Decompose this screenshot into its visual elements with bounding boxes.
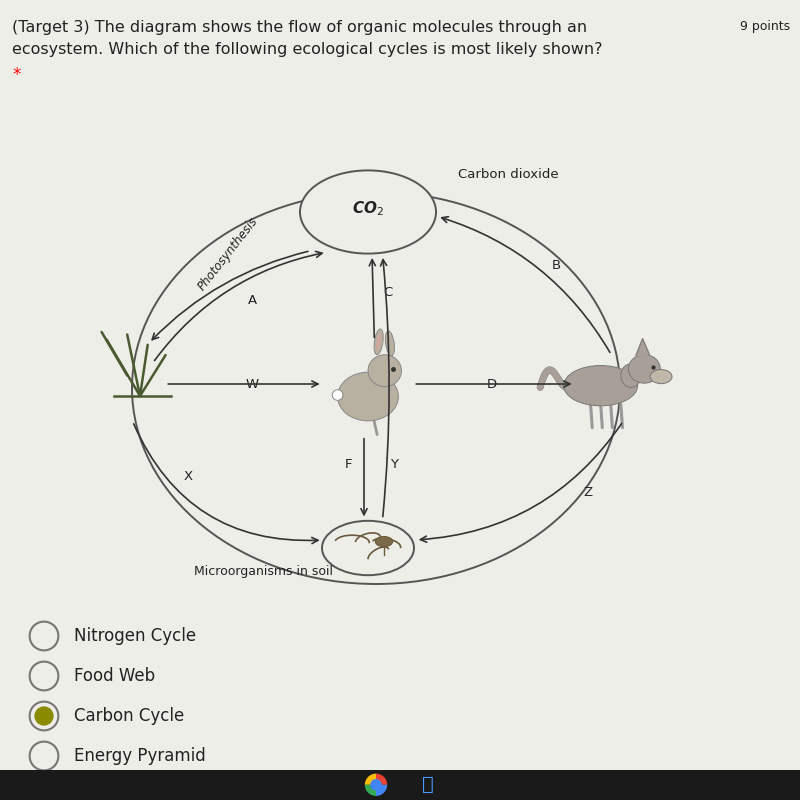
- Ellipse shape: [621, 364, 641, 387]
- Text: Z: Z: [583, 486, 593, 498]
- Ellipse shape: [338, 372, 398, 421]
- Text: *: *: [12, 66, 20, 84]
- Text: C: C: [383, 286, 393, 298]
- Ellipse shape: [322, 521, 414, 575]
- Text: Energy Pyramid: Energy Pyramid: [74, 747, 206, 765]
- Text: W: W: [246, 378, 258, 390]
- Wedge shape: [365, 774, 376, 785]
- Ellipse shape: [564, 366, 638, 406]
- Text: CO$_2$: CO$_2$: [352, 199, 384, 218]
- Text: Y: Y: [390, 458, 398, 470]
- Text: Photosynthesis: Photosynthesis: [195, 214, 261, 293]
- Text: D: D: [487, 378, 497, 390]
- Ellipse shape: [628, 354, 660, 383]
- Circle shape: [35, 707, 53, 725]
- Text: Food Web: Food Web: [74, 667, 155, 685]
- Ellipse shape: [368, 354, 402, 386]
- Circle shape: [371, 780, 381, 790]
- Ellipse shape: [374, 329, 383, 354]
- Ellipse shape: [375, 537, 393, 546]
- Wedge shape: [365, 785, 376, 796]
- Polygon shape: [636, 338, 650, 355]
- Text: 9 points: 9 points: [740, 20, 790, 33]
- Text: Carbon Cycle: Carbon Cycle: [74, 707, 185, 725]
- Text: X: X: [183, 470, 193, 482]
- Text: F: F: [344, 458, 352, 470]
- Text: Microorganisms in soil: Microorganisms in soil: [194, 566, 334, 578]
- Text: B: B: [551, 259, 561, 272]
- Text: Carbon dioxide: Carbon dioxide: [458, 168, 558, 181]
- Text: ecosystem. Which of the following ecological cycles is most likely shown?: ecosystem. Which of the following ecolog…: [12, 42, 602, 57]
- Text: (Target 3) The diagram shows the flow of organic molecules through an: (Target 3) The diagram shows the flow of…: [12, 20, 587, 35]
- Ellipse shape: [650, 370, 672, 384]
- Text: A: A: [247, 294, 257, 306]
- Bar: [0, 770, 800, 800]
- Wedge shape: [376, 774, 387, 785]
- Text: 📁: 📁: [422, 775, 434, 794]
- Ellipse shape: [386, 331, 394, 356]
- Ellipse shape: [300, 170, 436, 254]
- Text: Nitrogen Cycle: Nitrogen Cycle: [74, 627, 197, 645]
- Ellipse shape: [332, 390, 343, 400]
- Wedge shape: [376, 785, 387, 796]
- Ellipse shape: [376, 334, 381, 350]
